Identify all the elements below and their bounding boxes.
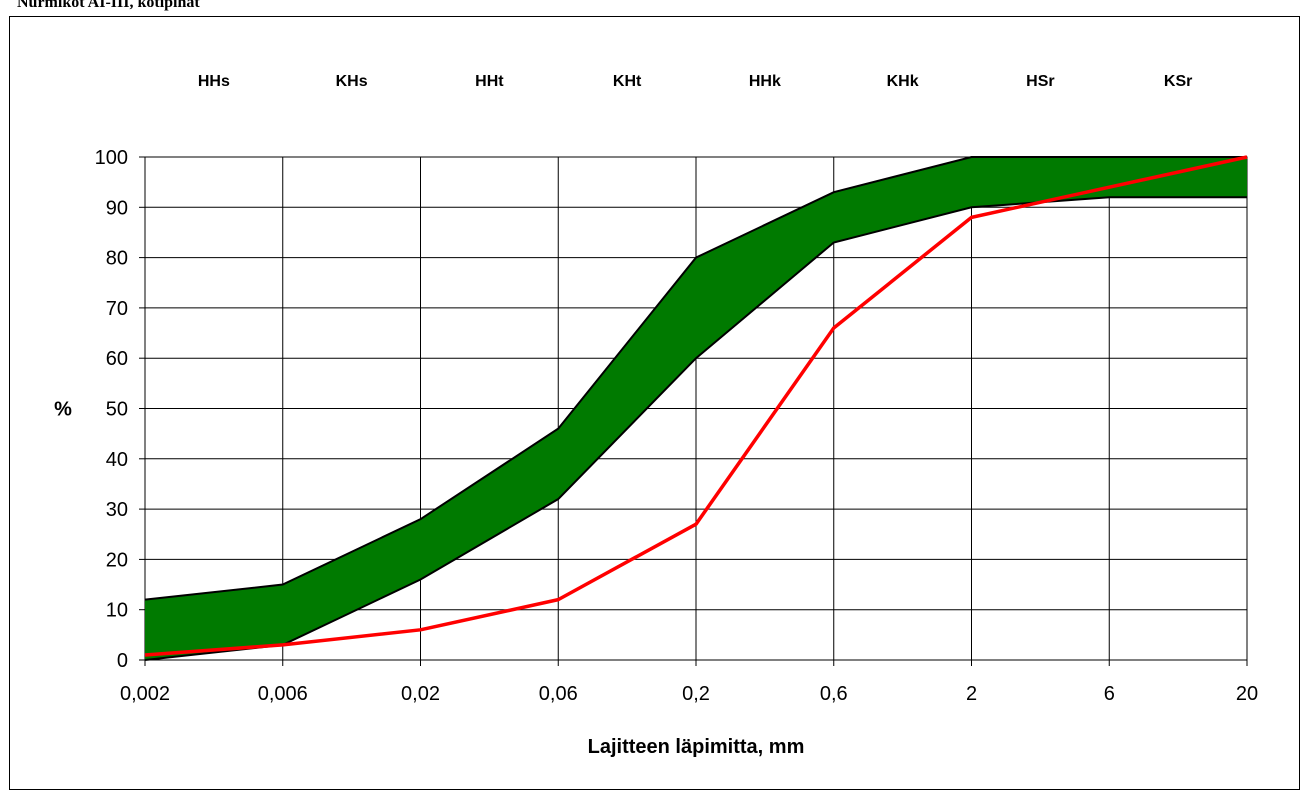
y-tick-label: 50 [106,399,128,421]
x-tick-label: 6 [1104,683,1115,705]
soil-class-label: HSr [1026,73,1054,90]
sample-line [144,155,1248,657]
grid [139,156,1248,666]
x-tick-label: 0,02 [401,683,440,705]
x-tick-label: 0,06 [539,683,578,705]
y-tick-label: 60 [106,348,128,370]
soil-class-label: KSr [1164,73,1192,90]
soil-class-labels: HHs KHs HHt KHt HHk KHk HSr KSr [198,73,1192,90]
y-tick-label: 20 [106,549,128,571]
envelope-band [145,157,1247,660]
y-tick-label: 90 [106,197,128,219]
x-tick-label: 20 [1236,683,1258,705]
x-tick-label: 0,002 [120,683,170,705]
x-axis-title: Lajitteen läpimitta, mm [588,736,805,758]
y-tick-labels: 0 10 20 30 40 50 60 70 80 90 100 [95,147,128,672]
y-tick-label: 100 [95,147,128,169]
y-tick-label: 0 [117,650,128,672]
y-tick-label: 40 [106,449,128,471]
y-tick-label: 80 [106,248,128,270]
page-title: Nurmikot AI-III, kotipihat [17,0,200,11]
x-tick-labels: 0,002 0,006 0,02 0,06 0,2 0,6 2 6 20 [120,683,1258,705]
soil-class-label: KHt [613,73,642,90]
x-tick-label: 0,6 [820,683,848,705]
lower-limit-line [144,196,1247,661]
soil-class-label: HHs [198,73,230,90]
x-tick-label: 2 [966,683,977,705]
y-tick-label: 30 [106,499,128,521]
y-tick-label: 70 [106,298,128,320]
soil-class-label: KHs [336,73,368,90]
x-tick-label: 0,2 [682,683,710,705]
plot-border [144,156,1248,661]
soil-class-label: HHk [749,73,781,90]
soil-class-label: KHk [887,73,919,90]
x-tick-label: 0,006 [258,683,308,705]
envelope-fill [145,157,1247,660]
soil-class-label: HHt [475,73,504,90]
series-lines [144,155,1248,661]
y-axis-title: % [54,399,72,421]
y-tick-label: 10 [106,600,128,622]
upper-limit-line [144,156,1247,601]
chart-frame [9,16,1300,790]
